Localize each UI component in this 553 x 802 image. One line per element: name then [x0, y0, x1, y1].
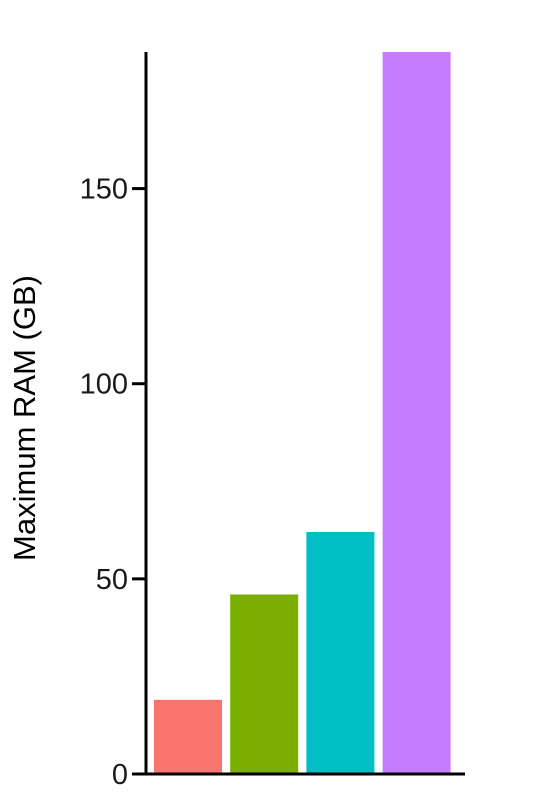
bar-4: [382, 52, 451, 774]
bar-1: [154, 699, 222, 774]
y-tick-label: 0: [112, 759, 128, 791]
bar-2: [230, 594, 299, 774]
y-axis-title: Maximum RAM (GB): [7, 275, 42, 561]
bars-group: [154, 52, 451, 774]
bar-3: [306, 532, 375, 774]
y-tick-label: 100: [80, 369, 128, 401]
y-axis-ticks: 0 50 100 150: [80, 174, 146, 791]
y-tick-label: 50: [96, 564, 128, 596]
y-tick-label: 150: [80, 174, 128, 206]
